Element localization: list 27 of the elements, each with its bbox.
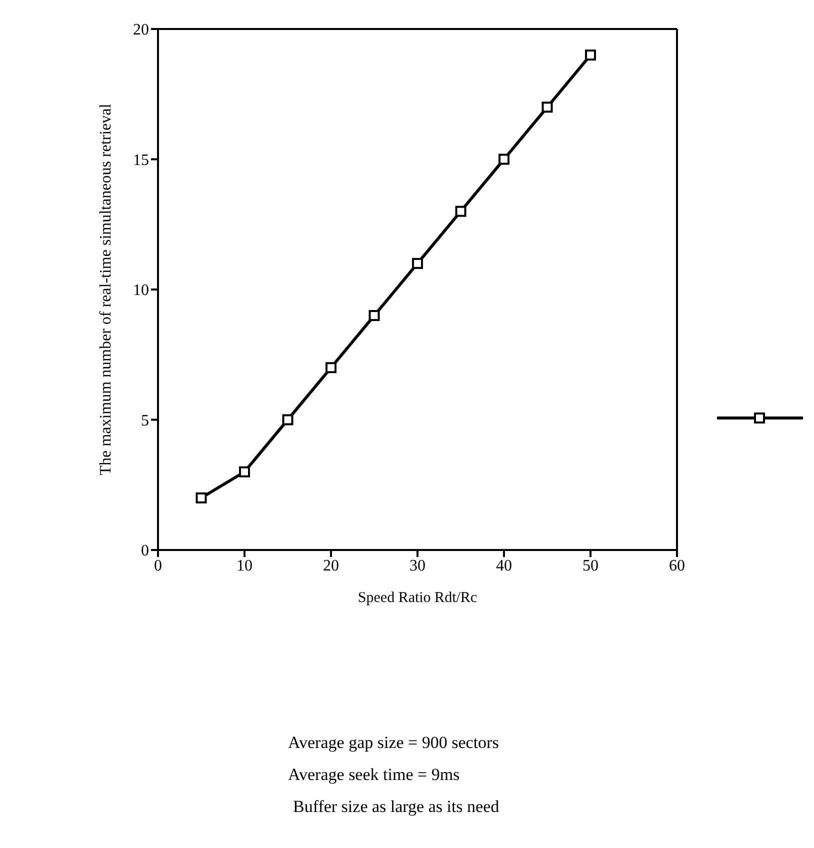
y-tick-label: 20	[133, 22, 149, 39]
text: Average gap size = 900 sectors	[288, 733, 499, 753]
x-tick-label: 0	[154, 557, 162, 574]
x-tick-label: 60	[669, 557, 685, 574]
text: Buffer size as large as its need	[293, 797, 500, 817]
y-tick-label: 5	[141, 412, 149, 430]
point	[326, 362, 336, 374]
y-tick-label: 0	[141, 542, 149, 560]
x-axis-title: Speed Ratio Rdt/Rc	[358, 590, 478, 606]
point	[542, 102, 553, 113]
point	[368, 310, 380, 322]
text: Average seek time = 9ms	[288, 765, 460, 785]
y-tick-label: 15	[133, 152, 149, 169]
point	[282, 414, 294, 426]
point	[239, 466, 250, 478]
point	[196, 492, 207, 504]
point	[412, 258, 423, 269]
point	[498, 154, 510, 165]
x-tick-label: 50	[582, 557, 598, 574]
point	[585, 50, 596, 61]
y-tick-label: 10	[133, 282, 149, 300]
x-tick-label: 10	[236, 557, 252, 574]
y-axis-title: The maximum number of real-time simultaneous retrieval	[98, 103, 115, 476]
point	[455, 206, 466, 217]
x-tick-label: 40	[496, 557, 512, 574]
x-tick-label: 20	[323, 557, 339, 574]
x-tick-label: 30	[410, 557, 426, 574]
